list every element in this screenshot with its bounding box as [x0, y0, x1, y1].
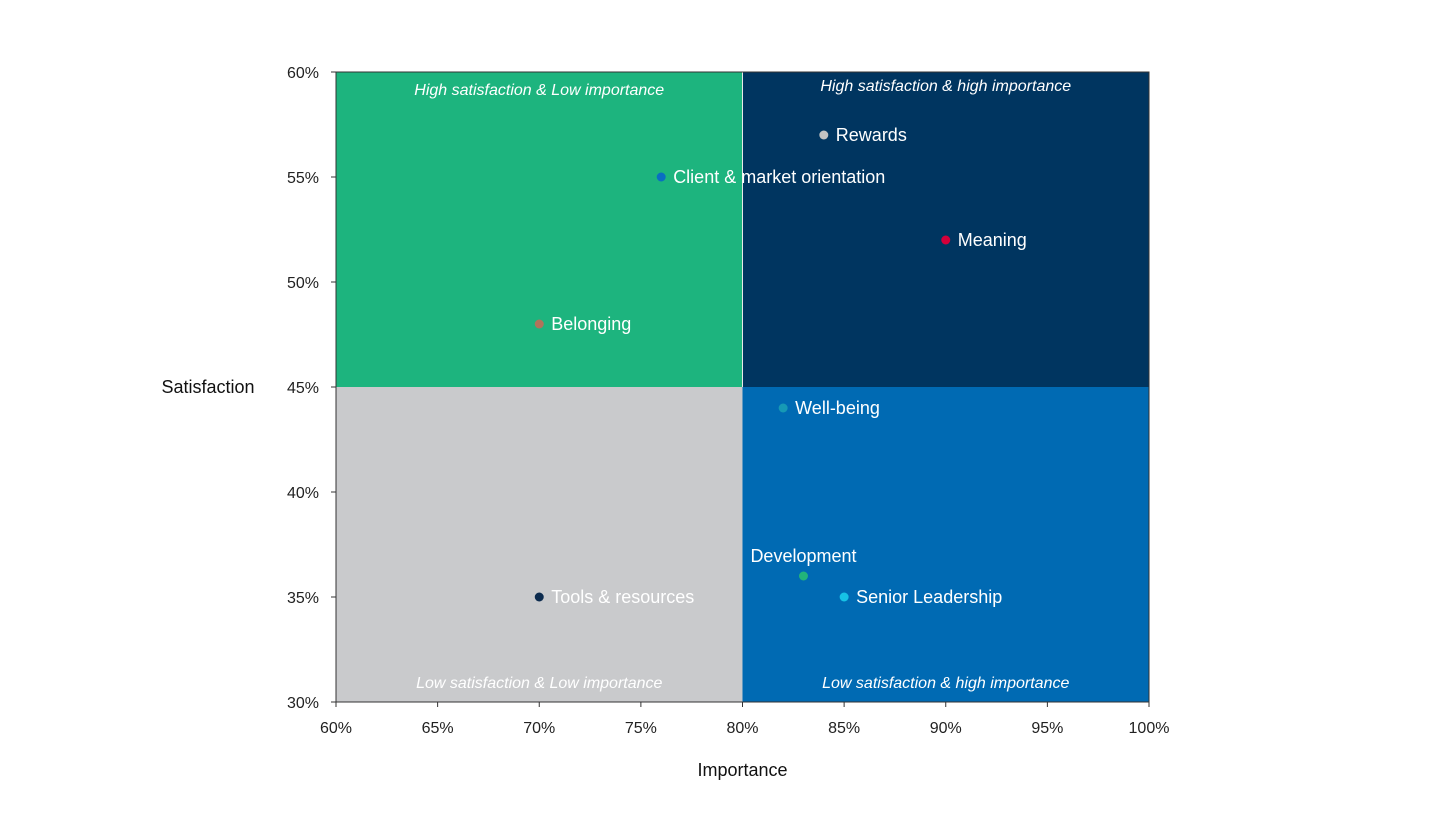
y-axis-title: Satisfaction	[161, 377, 254, 397]
x-tick-label: 95%	[1031, 720, 1063, 737]
quadrant-label-tl: High satisfaction & Low importance	[414, 82, 664, 99]
y-axis-ticks: 60% 55% 50% 45% 40% 35% 30%	[287, 65, 336, 712]
y-tick-label: 35%	[287, 590, 319, 607]
point-6	[534, 592, 544, 602]
quadrant-tl	[336, 72, 743, 387]
quadrant-labels: High satisfaction & Low importance High s…	[414, 78, 1071, 692]
point-3	[534, 319, 544, 329]
quadrant-label-br: Low satisfaction & high importance	[822, 675, 1069, 692]
point-0	[819, 130, 829, 140]
quadrant-label-tr: High satisfaction & high importance	[820, 78, 1071, 95]
x-tick-label: 90%	[930, 720, 962, 737]
x-tick-label: 60%	[320, 720, 352, 737]
x-axis-ticks: 60% 65% 70% 75% 80% 85% 90% 95% 100%	[320, 702, 1169, 737]
x-tick-label: 85%	[828, 720, 860, 737]
point-label: Senior Leadership	[856, 587, 1002, 607]
point-2	[941, 235, 951, 245]
point-label: Belonging	[551, 314, 631, 334]
x-tick-label: 100%	[1129, 720, 1170, 737]
quadrant-label-bl: Low satisfaction & Low importance	[416, 675, 662, 692]
y-tick-label: 50%	[287, 275, 319, 292]
y-tick-label: 45%	[287, 380, 319, 397]
quadrant-br	[742, 387, 1149, 702]
point-label: Development	[750, 546, 856, 566]
point-4	[778, 403, 788, 413]
data-points: Rewards Client & market orientation Meanin…	[534, 125, 1027, 607]
x-tick-label: 70%	[523, 720, 555, 737]
point-label: Client & market orientation	[673, 167, 885, 187]
quadrant-bl	[336, 387, 743, 702]
point-7	[839, 592, 849, 602]
point-label: Well-being	[795, 398, 880, 418]
y-tick-label: 55%	[287, 170, 319, 187]
point-label: Rewards	[836, 125, 907, 145]
point-5	[798, 571, 808, 581]
y-tick-label: 60%	[287, 65, 319, 82]
y-tick-label: 30%	[287, 695, 319, 712]
x-tick-label: 80%	[726, 720, 758, 737]
quadrant-backgrounds	[336, 72, 1149, 702]
quadrant-tr	[742, 72, 1149, 387]
point-label: Tools & resources	[551, 587, 694, 607]
x-axis-title: Importance	[697, 760, 787, 780]
y-tick-label: 40%	[287, 485, 319, 502]
x-tick-label: 65%	[422, 720, 454, 737]
point-1	[656, 172, 666, 182]
x-tick-label: 75%	[625, 720, 657, 737]
point-label: Meaning	[958, 230, 1027, 250]
